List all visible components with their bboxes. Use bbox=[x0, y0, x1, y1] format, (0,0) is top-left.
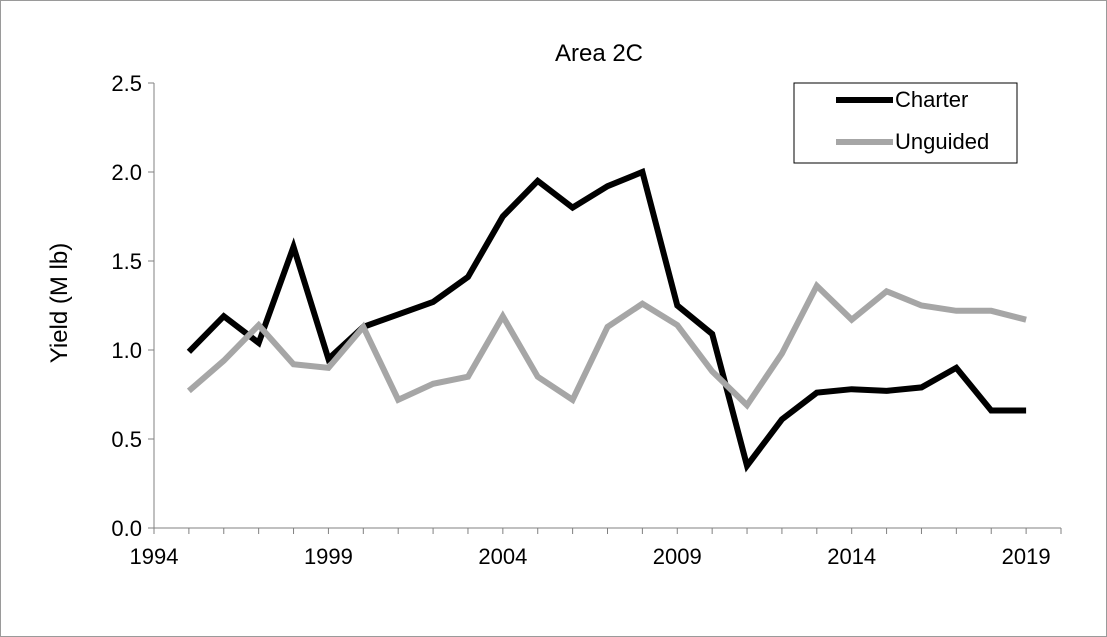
legend-label-unguided: Unguided bbox=[895, 129, 989, 154]
chart-title: Area 2C bbox=[555, 40, 643, 67]
legend-label-charter: Charter bbox=[895, 87, 968, 112]
legend: Charter Unguided bbox=[793, 82, 1018, 164]
series-line-charter bbox=[186, 167, 1027, 473]
y-tick-label: 0.0 bbox=[111, 516, 142, 541]
series-line-unguided bbox=[186, 280, 1027, 410]
legend-box bbox=[793, 82, 1018, 164]
x-tick-label: 2004 bbox=[478, 544, 527, 569]
y-tick-label: 2.5 bbox=[111, 71, 142, 96]
y-axis-title: Yield (M lb) bbox=[46, 243, 73, 363]
axes: 0.0 0.5 1.0 1.5 2.0 2.5 1994 1999 2004 2009 2014 20… bbox=[111, 71, 1062, 569]
x-tick-label: 1994 bbox=[130, 544, 179, 569]
y-tick-label: 2.0 bbox=[111, 160, 142, 185]
series-layer bbox=[186, 167, 1027, 473]
x-tick-label: 2014 bbox=[827, 544, 876, 569]
y-tick-label: 1.0 bbox=[111, 338, 142, 363]
y-tick-label: 1.5 bbox=[111, 249, 142, 274]
y-tick-label: 0.5 bbox=[111, 427, 142, 452]
x-tick-label: 2009 bbox=[653, 544, 702, 569]
x-tick-label: 1999 bbox=[304, 544, 353, 569]
x-tick-label: 2019 bbox=[1002, 544, 1051, 569]
